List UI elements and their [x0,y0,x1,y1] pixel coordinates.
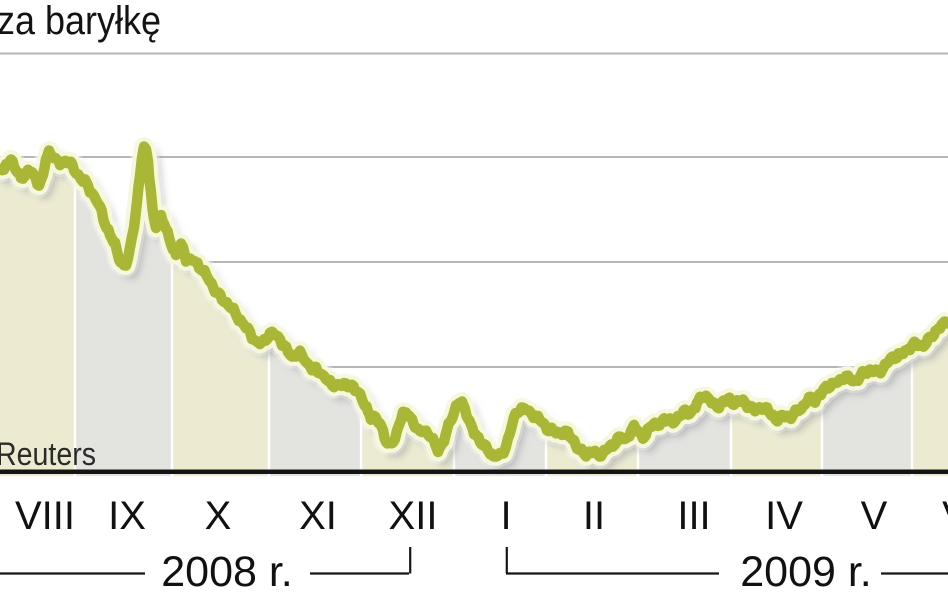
svg-text:IX: IX [108,494,146,538]
svg-text:XII: XII [389,494,438,538]
svg-text:VI: VI [942,494,948,538]
svg-text:Reuters: Reuters [0,436,96,472]
svg-text:IV: IV [765,494,803,538]
svg-text:III: III [677,494,710,538]
svg-text:II: II [583,494,605,538]
svg-text:V: V [861,494,888,538]
svg-text:2008 r.: 2008 r. [161,548,293,593]
svg-text:X: X [205,494,232,538]
svg-text:za baryłkę: za baryłkę [0,0,161,43]
svg-text:I: I [500,494,511,538]
svg-text:VIII: VIII [15,494,75,538]
svg-text:2009 r.: 2009 r. [740,548,872,593]
svg-text:XI: XI [299,494,337,538]
